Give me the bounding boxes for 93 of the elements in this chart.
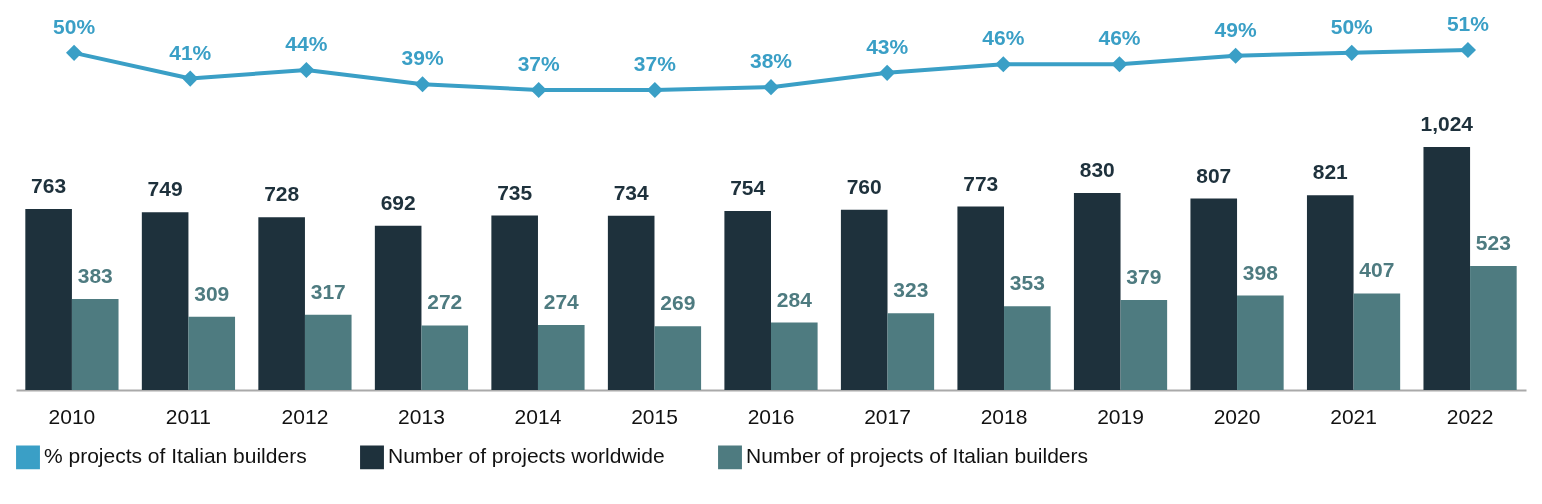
point	[1111, 56, 1128, 73]
data-label: 49%	[1214, 17, 1257, 41]
bar	[1190, 198, 1238, 390]
bar	[957, 206, 1005, 390]
x-tick-label: 2017	[864, 404, 911, 428]
bar	[1353, 293, 1401, 390]
data-label: 728	[264, 182, 300, 206]
data-label: 284	[776, 287, 813, 311]
data-label: 692	[380, 190, 416, 214]
data-label: 41%	[169, 40, 212, 64]
point	[995, 56, 1012, 73]
bar	[491, 215, 538, 390]
bar	[1004, 306, 1051, 390]
data-label: 353	[1009, 271, 1045, 295]
legend-label: % projects of Italian builders	[44, 444, 307, 468]
point	[1227, 47, 1244, 64]
point	[66, 44, 83, 61]
legend-label: Number of projects worldwide	[388, 444, 665, 468]
data-label: 1,024	[1420, 112, 1474, 136]
bar	[1306, 195, 1354, 390]
bar	[1073, 193, 1121, 390]
point	[1343, 44, 1360, 61]
point	[879, 64, 896, 81]
bar	[188, 316, 236, 390]
x-tick-label: 2012	[281, 404, 329, 428]
x-tick-label: 2021	[1330, 404, 1377, 428]
bar	[258, 217, 305, 390]
data-label: 272	[427, 290, 463, 314]
bar	[654, 326, 702, 390]
bar	[771, 322, 818, 390]
bar	[607, 215, 655, 390]
data-label: 38%	[749, 49, 793, 73]
data-label: 760	[846, 174, 882, 198]
bar	[374, 225, 422, 390]
data-label: 46%	[982, 26, 1025, 50]
bar	[1470, 265, 1517, 390]
x-tick-label: 2016	[747, 404, 795, 428]
data-label: 773	[963, 171, 999, 195]
x-tick-label: 2010	[48, 404, 96, 428]
bar	[1423, 147, 1471, 390]
data-label: 398	[1242, 260, 1279, 284]
data-label: 821	[1312, 160, 1349, 184]
point	[414, 76, 431, 93]
legend-label: Number of projects of Italian builders	[746, 444, 1088, 468]
data-label: 830	[1079, 158, 1115, 182]
x-tick-label: 2013	[398, 404, 445, 428]
data-label: 39%	[401, 46, 444, 70]
data-label: 37%	[517, 52, 561, 75]
bar	[724, 211, 771, 390]
point	[1459, 41, 1476, 59]
bar	[887, 313, 935, 390]
bar	[840, 209, 888, 390]
data-label: 383	[77, 264, 113, 288]
bar	[71, 299, 119, 390]
data-label: 407	[1359, 258, 1395, 282]
data-label: 269	[660, 291, 696, 315]
data-label: 51%	[1446, 12, 1490, 35]
point	[298, 61, 315, 79]
data-label: 46%	[1098, 26, 1141, 50]
data-label: 309	[194, 281, 230, 305]
data-label: 50%	[53, 14, 96, 38]
data-label: 44%	[285, 32, 328, 55]
point	[530, 81, 547, 99]
x-tick-label: 2011	[165, 404, 212, 428]
data-label: 317	[310, 279, 346, 303]
bar	[304, 314, 352, 390]
data-label: 50%	[1330, 14, 1374, 38]
data-label: 763	[31, 173, 67, 197]
data-label: 523	[1475, 230, 1511, 254]
x-tick-label: 2020	[1213, 404, 1261, 428]
bar	[141, 212, 189, 390]
bar	[1120, 300, 1168, 390]
x-tick-label: 2022	[1446, 404, 1494, 428]
bar	[25, 208, 72, 390]
data-label: 43%	[866, 34, 909, 58]
data-label: 323	[893, 278, 929, 302]
data-label: 379	[1126, 265, 1162, 289]
x-tick-label: 2018	[980, 404, 1028, 428]
x-tick-label: 2014	[514, 404, 562, 428]
x-tick-label: 2019	[1097, 404, 1144, 428]
point	[762, 79, 780, 96]
x-tick-label: 2015	[631, 404, 678, 428]
bar	[1237, 295, 1284, 390]
data-label: 749	[147, 177, 183, 201]
point	[182, 70, 199, 87]
data-label: 734	[613, 180, 650, 204]
data-label: 37%	[633, 52, 677, 75]
data-label: 735	[497, 180, 533, 204]
bar	[537, 324, 585, 390]
data-label: 274	[543, 289, 580, 313]
bar	[421, 325, 469, 390]
data-label: 807	[1196, 163, 1232, 187]
data-label: 754	[730, 176, 766, 200]
